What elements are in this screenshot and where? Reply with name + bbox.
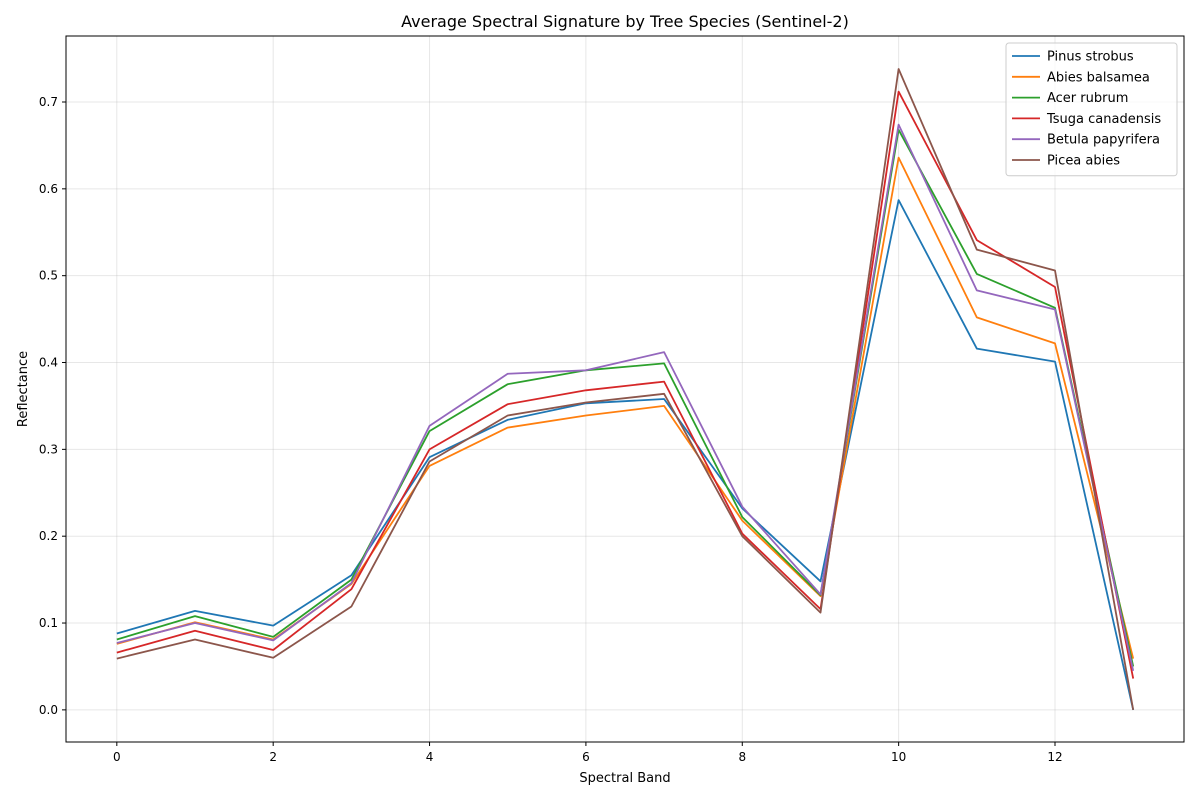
- legend-label: Picea abies: [1047, 154, 1120, 169]
- y-tick-label: 0.2: [39, 529, 58, 543]
- series-line-picea-abies: [116, 68, 1135, 711]
- y-tick-label: 0.6: [39, 182, 58, 196]
- grid-lines: [66, 36, 1184, 742]
- legend-box: [1005, 42, 1178, 177]
- x-tick-label: 12: [1047, 750, 1062, 764]
- plot-frame: [65, 35, 1185, 743]
- series-line-tsuga-canadensis: [116, 90, 1135, 679]
- y-tick-label: 0.4: [39, 356, 58, 370]
- x-tick-label: 8: [738, 750, 746, 764]
- chart-title: Average Spectral Signature by Tree Speci…: [401, 12, 849, 31]
- series-line-abies-balsamea: [116, 156, 1135, 659]
- legend-label: Abies balsamea: [1047, 70, 1150, 85]
- x-axis-label: Spectral Band: [579, 771, 670, 786]
- series-line-pinus-strobus: [116, 199, 1135, 711]
- x-tick-label: 4: [426, 750, 434, 764]
- y-tick-label: 0.5: [39, 269, 58, 283]
- x-tick-label: 6: [582, 750, 590, 764]
- legend-label: Acer rubrum: [1047, 91, 1128, 106]
- legend-label: Pinus strobus: [1047, 50, 1134, 65]
- x-tick-label: 0: [113, 750, 121, 764]
- legend-label: Tsuga canadensis: [1046, 112, 1161, 127]
- y-tick-label: 0.1: [39, 616, 58, 630]
- x-tick-label: 10: [891, 750, 906, 764]
- x-axis-ticks: 0 2 4 6 8 10 12: [113, 742, 1063, 764]
- series-lines: [116, 68, 1135, 711]
- legend-label: Betula papyrifera: [1047, 133, 1160, 148]
- y-tick-label: 0.7: [39, 95, 58, 109]
- series-line-acer-rubrum: [116, 128, 1135, 667]
- y-tick-label: 0.0: [39, 703, 58, 717]
- y-axis-label: Reflectance: [16, 351, 31, 427]
- series-line-betula-papyrifera: [116, 123, 1135, 671]
- y-axis-ticks: 0.0 0.1 0.2 0.3 0.4 0.5 0.6 0.7: [39, 95, 66, 717]
- y-tick-label: 0.3: [39, 442, 58, 456]
- legend: Pinus strobus Abies balsamea Acer rubrum Ts…: [1005, 42, 1178, 177]
- x-tick-label: 2: [269, 750, 277, 764]
